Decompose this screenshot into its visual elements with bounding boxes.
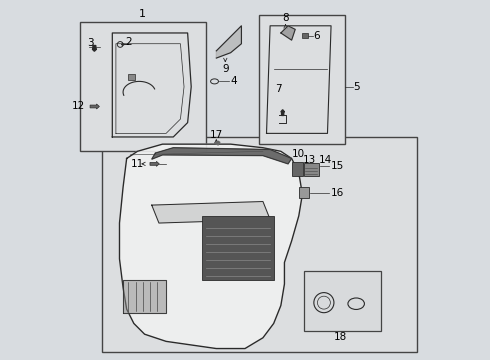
FancyArrow shape: [281, 110, 285, 116]
Polygon shape: [216, 26, 242, 58]
Bar: [101, 137, 417, 352]
Text: 18: 18: [334, 332, 347, 342]
Text: 8: 8: [282, 13, 289, 23]
Polygon shape: [281, 26, 295, 40]
Text: 17: 17: [210, 130, 223, 140]
Bar: [259, 15, 345, 144]
FancyArrow shape: [92, 45, 97, 51]
Text: 1: 1: [139, 9, 147, 19]
Text: 5: 5: [354, 82, 360, 92]
Polygon shape: [123, 280, 166, 313]
FancyArrow shape: [90, 104, 99, 109]
Text: 12: 12: [72, 102, 85, 112]
Bar: [304, 271, 381, 330]
Text: 11: 11: [131, 159, 144, 169]
Text: 3: 3: [87, 38, 94, 48]
Polygon shape: [215, 141, 220, 145]
Text: 6: 6: [314, 31, 320, 41]
Bar: [302, 33, 308, 39]
Text: 9: 9: [222, 64, 229, 74]
Bar: [299, 187, 309, 198]
Text: 7: 7: [275, 84, 281, 94]
FancyArrow shape: [150, 161, 159, 166]
Text: 13: 13: [302, 155, 316, 165]
Text: 15: 15: [331, 161, 344, 171]
Text: 10: 10: [292, 149, 305, 159]
Bar: [128, 74, 135, 80]
Text: 2: 2: [125, 37, 132, 46]
Polygon shape: [120, 144, 302, 348]
Polygon shape: [152, 202, 270, 223]
Text: 4: 4: [230, 76, 237, 86]
Bar: [80, 22, 205, 151]
Bar: [292, 162, 303, 176]
Bar: [202, 216, 274, 280]
Polygon shape: [152, 148, 292, 164]
Text: 16: 16: [331, 188, 344, 198]
Text: 14: 14: [319, 155, 332, 165]
Bar: [304, 163, 319, 176]
